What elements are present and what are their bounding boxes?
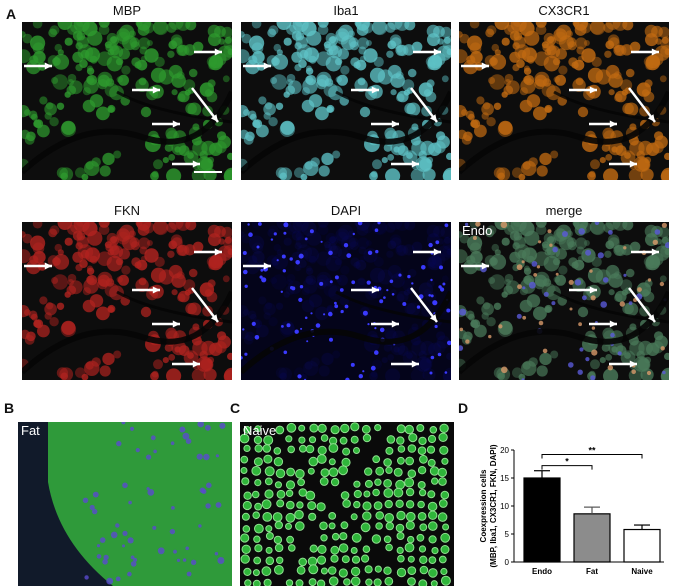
image-merge: Endo xyxy=(459,222,669,380)
arrow-icon xyxy=(132,286,160,294)
arrow-icon xyxy=(194,248,222,256)
arrow-icon xyxy=(631,48,659,56)
arrow-icon xyxy=(191,87,219,123)
image-cx3cr1 xyxy=(459,22,669,180)
arrow-icon xyxy=(589,320,617,328)
significance-label: * xyxy=(565,457,569,467)
panel-label-a: A xyxy=(6,6,17,22)
label-mbp: MBP xyxy=(112,3,142,18)
arrow-icon xyxy=(132,86,160,94)
x-tick-label: Naive xyxy=(631,567,653,576)
inset-fat: Fat xyxy=(21,423,40,438)
image-dapi xyxy=(241,222,451,380)
arrow-icon xyxy=(191,287,219,323)
error-bar xyxy=(634,524,650,530)
y-tick-label: 0 xyxy=(505,558,510,567)
image-fkn xyxy=(22,222,232,380)
arrow-icon xyxy=(628,287,656,323)
arrow-icon xyxy=(589,120,617,128)
arrow-icon xyxy=(152,320,180,328)
micrograph-mbp xyxy=(22,22,232,180)
arrow-icon xyxy=(569,286,597,294)
micrograph-cx3cr1 xyxy=(459,22,669,180)
arrow-icon xyxy=(391,360,419,368)
y-tick-label: 15 xyxy=(500,474,509,483)
image-mbp xyxy=(22,22,232,180)
label-merge: merge xyxy=(545,203,583,218)
micrograph-fat xyxy=(18,422,232,586)
bar-naive xyxy=(623,528,661,563)
inset-naive: Naive xyxy=(243,423,277,438)
micrograph-fkn xyxy=(22,222,232,380)
significance-label: ** xyxy=(588,445,596,455)
arrow-icon xyxy=(631,248,659,256)
image-fat: Fat xyxy=(18,422,232,586)
bar-fat xyxy=(573,513,611,563)
arrow-icon xyxy=(371,120,399,128)
arrow-icon xyxy=(461,62,489,70)
micrograph-naive xyxy=(240,422,454,586)
inset-endo: Endo xyxy=(462,223,493,238)
arrow-icon xyxy=(172,160,200,168)
arrow-icon xyxy=(413,48,441,56)
y-tick-label: 5 xyxy=(505,530,510,539)
arrow-icon xyxy=(243,262,271,270)
label-fkn: FKN xyxy=(114,203,140,218)
image-naive: Naive xyxy=(240,422,454,586)
arrow-icon xyxy=(628,87,656,123)
arrow-icon xyxy=(609,360,637,368)
significance-bracket xyxy=(541,465,593,470)
micrograph-iba1 xyxy=(241,22,451,180)
arrow-icon xyxy=(351,86,379,94)
y-axis-label: Coexpression cells(MBP, Iba1, CX3CR1, FK… xyxy=(479,444,498,567)
arrow-icon xyxy=(410,87,438,123)
arrow-icon xyxy=(172,360,200,368)
y-tick-label: 10 xyxy=(500,502,509,511)
label-dapi: DAPI xyxy=(330,203,362,218)
arrow-icon xyxy=(461,262,489,270)
y-tick-label: 20 xyxy=(500,446,509,455)
image-iba1 xyxy=(241,22,451,180)
arrow-icon xyxy=(24,262,52,270)
arrow-icon xyxy=(194,48,222,56)
arrow-icon xyxy=(569,86,597,94)
bar-endo xyxy=(523,477,561,563)
arrow-icon xyxy=(152,120,180,128)
x-tick-label: Fat xyxy=(586,567,598,576)
label-iba1: Iba1 xyxy=(333,3,359,18)
error-bar xyxy=(584,506,600,514)
error-bar xyxy=(534,470,550,478)
panel-label-b: B xyxy=(4,400,15,416)
label-cx3cr1: CX3CR1 xyxy=(538,3,590,18)
micrograph-merge xyxy=(459,222,669,380)
micrograph-dapi xyxy=(241,222,451,380)
arrow-icon xyxy=(243,62,271,70)
panel-label-d: D xyxy=(458,400,469,416)
arrow-icon xyxy=(24,62,52,70)
arrow-icon xyxy=(410,287,438,323)
arrow-icon xyxy=(371,320,399,328)
arrow-icon xyxy=(391,160,419,168)
x-tick-label: Endo xyxy=(532,567,552,576)
arrow-icon xyxy=(351,286,379,294)
arrow-icon xyxy=(413,248,441,256)
panel-label-c: C xyxy=(230,400,241,416)
arrow-icon xyxy=(609,160,637,168)
significance-bracket xyxy=(541,453,643,459)
